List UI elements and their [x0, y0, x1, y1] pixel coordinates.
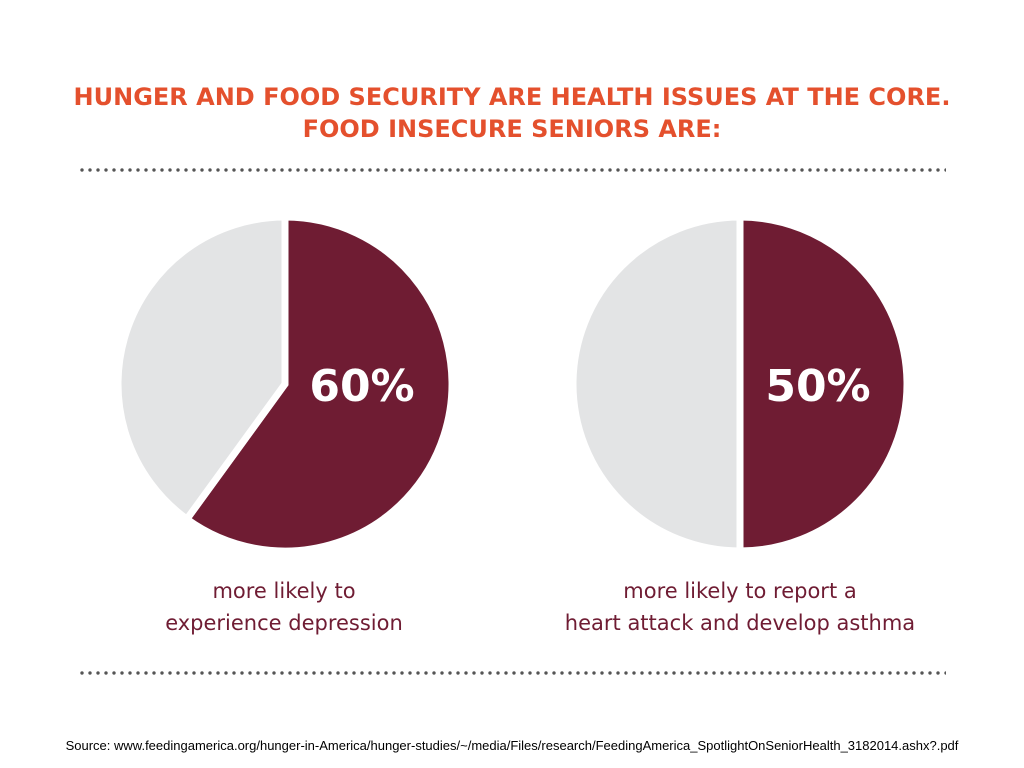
pie-chart-heart-attack-asthma: 50% [569, 213, 911, 555]
pie-value-label-depression: 60% [309, 361, 414, 412]
pie-chart-depression: 60% [114, 213, 456, 555]
caption-heart-attack-asthma: more likely to report a heart attack and… [530, 575, 950, 639]
pie-slice-heart-attack-asthma [736, 213, 911, 555]
pie-slice-depression-remainder [114, 213, 289, 525]
caption-heart-attack-line-2: heart attack and develop asthma [564, 611, 916, 635]
dotted-divider-top [78, 168, 946, 172]
source-citation: Source: www.feedingamerica.org/hunger-in… [65, 738, 959, 753]
caption-depression-line-1: more likely to [212, 579, 356, 603]
title-line-1: HUNGER AND FOOD SECURITY ARE HEALTH ISSU… [73, 83, 951, 111]
caption-depression: more likely to experience depression [108, 575, 460, 639]
caption-depression-line-2: experience depression [165, 611, 403, 635]
caption-heart-attack-line-1: more likely to report a [623, 579, 857, 603]
dotted-divider-bottom [78, 671, 946, 675]
pie-slice-depression [181, 213, 456, 555]
pie-value-label-heart-attack-asthma: 50% [765, 361, 870, 412]
pie-slice-heart-attack-asthma-remainder [569, 213, 744, 555]
title-line-2: FOOD INSECURE SENIORS ARE: [302, 115, 722, 143]
